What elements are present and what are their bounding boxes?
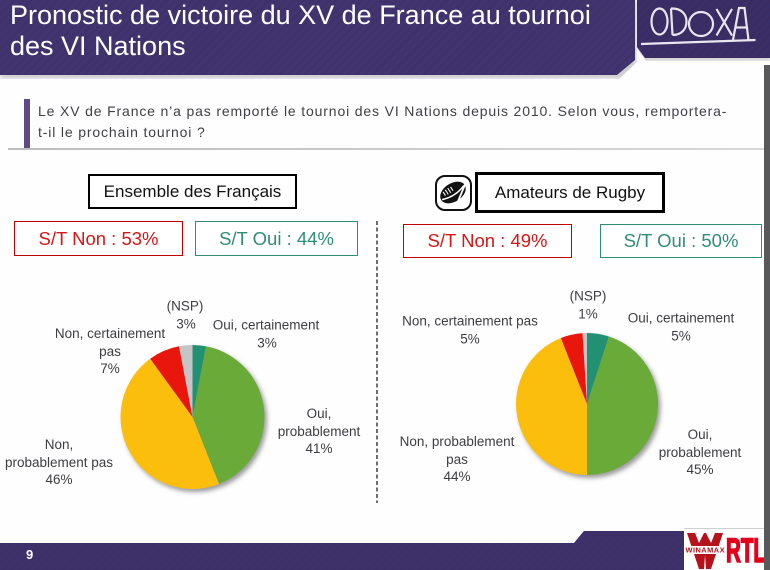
- svg-text:WINAMAX: WINAMAX: [686, 546, 725, 555]
- svg-text:RTL: RTL: [726, 536, 766, 564]
